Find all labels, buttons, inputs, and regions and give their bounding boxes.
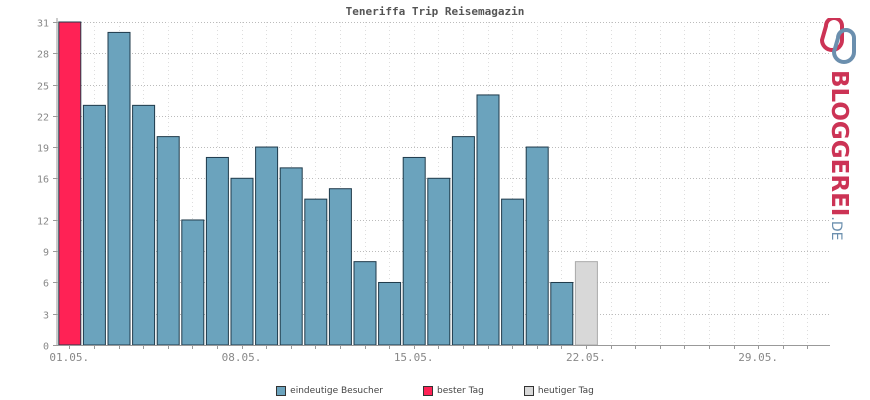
x-tick-label: 08.05. bbox=[222, 351, 262, 364]
x-tick-label: 01.05. bbox=[49, 351, 89, 364]
legend-swatch-visitors bbox=[276, 386, 287, 396]
bloggerei-logo-text: BLOGGEREI.DE bbox=[826, 70, 852, 240]
bar-visitors bbox=[82, 104, 106, 346]
chart-title: Teneriffa Trip Reisemagazin bbox=[345, 5, 525, 18]
bar-visitors bbox=[328, 188, 352, 346]
y-tick-label: 19 bbox=[37, 144, 49, 155]
bar-visitors bbox=[378, 281, 402, 346]
bar-visitors bbox=[525, 146, 549, 346]
legend-label-best: bester Tag bbox=[437, 386, 484, 396]
bar-visitors bbox=[181, 219, 205, 346]
bar-visitors bbox=[353, 261, 377, 346]
y-tick-label: 22 bbox=[37, 113, 49, 124]
logo-brand: BLOGGEREI bbox=[826, 70, 852, 217]
legend-swatch-best bbox=[423, 386, 433, 396]
legend-item-best: bester Tag bbox=[423, 386, 484, 396]
bar-visitors bbox=[107, 31, 131, 346]
x-tick-label: 29.05. bbox=[738, 351, 778, 364]
y-tick-label: 28 bbox=[37, 50, 49, 61]
legend-label-today: heutiger Tag bbox=[537, 386, 594, 396]
bar-visitors bbox=[205, 156, 229, 346]
bar-visitors bbox=[427, 177, 451, 346]
bar-today bbox=[574, 261, 598, 346]
chart-legend: eindeutige Besucher bester Tag heutiger … bbox=[0, 386, 870, 396]
legend-item-today: heutiger Tag bbox=[523, 386, 594, 396]
y-tick-label: 3 bbox=[43, 311, 49, 322]
bar-visitors bbox=[279, 167, 303, 346]
bar-best-day bbox=[58, 21, 82, 346]
bar-visitors bbox=[156, 136, 180, 346]
y-tick-label: 0 bbox=[43, 342, 49, 353]
bar-visitors bbox=[402, 156, 426, 346]
bloggerei-logo-icon bbox=[819, 18, 856, 64]
bar-visitors bbox=[304, 198, 328, 346]
x-tick-label: 22.05. bbox=[566, 351, 606, 364]
bar-visitors bbox=[476, 94, 500, 346]
bar-visitors bbox=[255, 146, 279, 346]
legend-label-visitors: eindeutige Besucher bbox=[290, 386, 383, 396]
logo-tld: .DE bbox=[828, 216, 844, 241]
bar-visitors bbox=[230, 177, 254, 346]
legend-item-visitors: eindeutige Besucher bbox=[276, 386, 383, 396]
y-tick-label: 9 bbox=[43, 248, 49, 259]
y-tick-label: 31 bbox=[37, 19, 49, 30]
y-tick-label: 25 bbox=[37, 82, 49, 93]
y-tick-label: 12 bbox=[37, 217, 49, 228]
y-tick-label: 6 bbox=[43, 279, 49, 290]
legend-swatch-today bbox=[523, 386, 534, 396]
bar-visitors bbox=[451, 136, 475, 346]
bloggerei-logo[interactable]: BLOGGEREI.DE bbox=[812, 18, 868, 240]
bar-visitors bbox=[132, 104, 156, 346]
y-tick-label: 16 bbox=[37, 175, 49, 186]
bar-visitors bbox=[501, 198, 525, 346]
bar-visitors bbox=[550, 281, 574, 346]
x-tick-label: 15.05. bbox=[394, 351, 434, 364]
